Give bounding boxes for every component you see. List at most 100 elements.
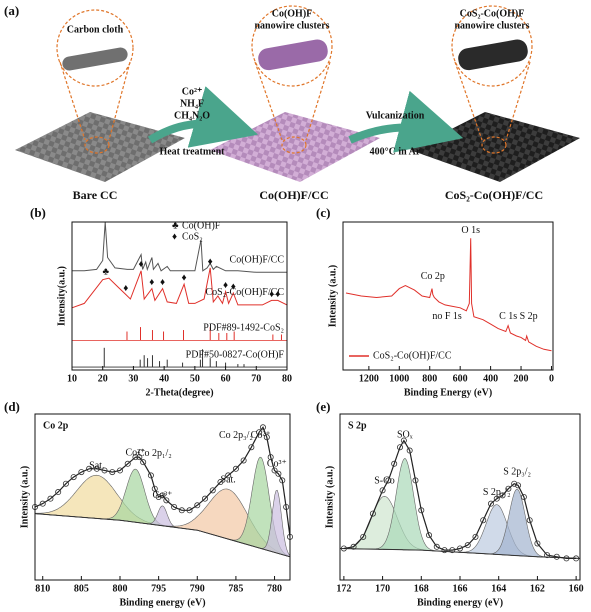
data-point [140, 459, 147, 466]
callout-text: CoS₂-Co(OH)F [460, 8, 525, 19]
x-tick-label: 790 [190, 583, 205, 594]
annotation: C 1s [499, 311, 517, 322]
data-point [201, 495, 208, 502]
data-point [124, 460, 131, 467]
annotation: S 2p [520, 311, 538, 322]
data-point [391, 460, 398, 467]
data-point [456, 545, 463, 552]
x-tick-label: 164 [491, 583, 506, 594]
data-point [93, 465, 100, 472]
data-point [275, 470, 282, 477]
data-point [136, 454, 143, 461]
y-axis-label: Intensity (a.u.) [327, 265, 338, 328]
panel-label: (e) [316, 399, 330, 414]
cloth-fiber [62, 47, 128, 71]
background-line [34, 513, 291, 558]
stage-caption: CoS₂-Co(OH)F/CC [445, 188, 543, 202]
annotation: no F 1s [432, 311, 462, 322]
annotation: O 1s [461, 225, 480, 236]
data-point [515, 482, 522, 489]
x-tick-label: 166 [453, 583, 468, 594]
x-tick-label: 30 [128, 373, 138, 384]
data-point [232, 465, 239, 472]
cloth [210, 112, 380, 182]
callout-circle [56, 9, 134, 87]
y-axis-label: Intensity (a.u.) [19, 466, 30, 529]
step-text: 400°C in Ar [370, 146, 421, 157]
data-point [441, 547, 448, 554]
callout-text: nanowire clusters [454, 20, 529, 31]
data-point [267, 454, 274, 461]
data-point [379, 487, 386, 494]
cloth [15, 112, 185, 182]
data-point [171, 503, 178, 510]
callout-lines [59, 61, 531, 141]
x-tick-label: 0 [549, 373, 554, 384]
data-line [71, 267, 288, 309]
data-point [178, 507, 185, 514]
data-point [505, 485, 512, 492]
peak-marker: ♦ [182, 273, 187, 284]
x-axis-label: Binding energy (eV) [417, 597, 503, 608]
x-tick-label: 795 [151, 583, 166, 594]
data-point [487, 500, 494, 507]
data-point [62, 480, 69, 487]
panel-label: (c) [316, 205, 330, 220]
legend-symbol: ♣ [172, 220, 179, 231]
data-point [369, 510, 376, 517]
data-point [151, 485, 158, 492]
x-tick-label: 1200 [359, 373, 379, 384]
plot-frame [339, 413, 581, 581]
data-point [132, 454, 139, 461]
data-point [472, 533, 479, 540]
data-point [350, 543, 357, 550]
data-line [345, 238, 552, 352]
x-tick-label: 1000 [389, 373, 409, 384]
data-point [340, 545, 347, 552]
step-text: Heat treatment [159, 146, 225, 157]
plot-frame [71, 221, 288, 371]
data-point [78, 469, 85, 476]
series-label: Co(OH)F/CC [230, 255, 285, 266]
data-point [55, 489, 62, 496]
peak-label: Sat. [221, 474, 236, 485]
x-tick-label: 810 [35, 583, 50, 594]
data-point [493, 495, 500, 502]
data-point [194, 502, 201, 509]
x-tick-label: 20 [98, 373, 108, 384]
data-point [39, 500, 46, 507]
data-point [499, 492, 506, 499]
panel-label: (d) [4, 399, 20, 414]
x-tick-label: 160 [569, 583, 584, 594]
x-tick-label: 162 [530, 583, 545, 594]
data-point [256, 429, 263, 436]
x-tick-label: 800 [422, 373, 437, 384]
data-point [464, 542, 471, 549]
data-point [534, 540, 541, 547]
x-tick-label: 400 [483, 373, 498, 384]
data-point [240, 457, 247, 464]
y-axis-label: Intensity (a.u.) [324, 466, 335, 529]
reference-label: PDF#89-1492-CoS₂ [203, 323, 284, 334]
data-point [544, 552, 551, 559]
x-axis-label: Binding Energy (eV) [404, 387, 492, 398]
arrow [348, 90, 464, 153]
x-tick-label: 170 [375, 583, 390, 594]
step-text: Vulcanization [366, 110, 425, 121]
nanowire-brush [258, 39, 328, 71]
data-point [396, 444, 403, 451]
series-label: CoS₂-Co(OH)F/CC [205, 287, 284, 298]
data-point [155, 493, 162, 500]
peak-marker: ♦ [160, 277, 165, 288]
callout-spot [481, 136, 507, 154]
x-axis-label: Binding energy (eV) [119, 597, 205, 608]
peak-marker: ♦ [223, 280, 228, 291]
nanowire-brush [458, 39, 528, 71]
data-point [263, 434, 270, 441]
peak-marker: ♦ [208, 256, 213, 267]
data-point [511, 480, 518, 487]
data-point [418, 507, 425, 514]
x-axis-label: 2-Theta(degree) [145, 387, 213, 398]
x-tick-label: 40 [159, 373, 169, 384]
